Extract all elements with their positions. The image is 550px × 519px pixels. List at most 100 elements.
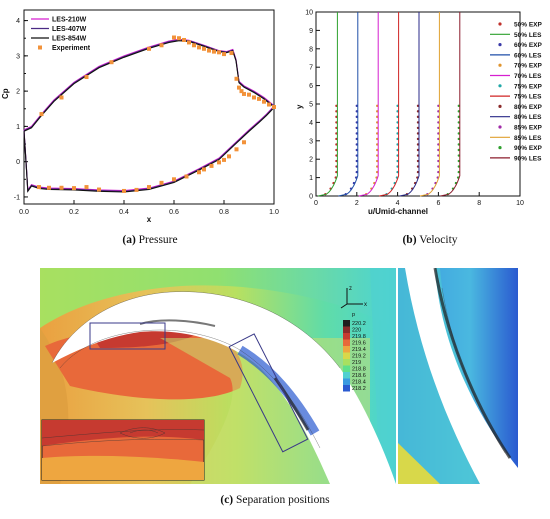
velocity-legend-label: 85% LES: [514, 135, 542, 142]
caption-b-label: (b): [402, 234, 417, 246]
pressure-y-tick-label: 3: [16, 53, 20, 60]
velocity-y-tick-label: 3: [309, 138, 313, 145]
pressure-legend-swatch: [343, 365, 350, 372]
velocity-les-profile: [379, 12, 400, 197]
velocity-x-tick-label: 6: [436, 200, 440, 207]
pressure-series-line-pressure: [23, 107, 275, 193]
separation-contour-image: z x p220.2220219.8219.6219.4219.2219218.…: [40, 267, 518, 484]
zoom-inset-leading: [41, 419, 205, 481]
velocity-legend-label: 50% LES: [514, 32, 542, 39]
velocity-chart-panel: 0 2 4 6 8 10 0 1 2 3 4 5 6 7 8 9 10 u/Umid-channel y 50% EX…: [290, 0, 550, 224]
separation-box-trailing: [228, 333, 309, 453]
velocity-les-profile: [419, 12, 440, 197]
pressure-legend-level: 219.6: [352, 341, 366, 347]
pressure-experiment-point: [59, 95, 64, 100]
velocity-les-profile: [338, 12, 359, 197]
velocity-legend-label: 60% EXP: [514, 42, 542, 49]
pressure-legend-swatch: [343, 326, 350, 333]
velocity-legend-label: 60% LES: [514, 52, 542, 59]
caption-b: (b) Velocity: [340, 234, 520, 246]
pressure-experiment-point: [207, 48, 211, 53]
velocity-x-tick-label: 4: [396, 200, 400, 207]
pressure-x-tick-label: 0.6: [169, 209, 179, 216]
caption-a: (a) Pressure: [60, 234, 240, 246]
pressure-experiment-point: [109, 60, 114, 65]
pressure-y-tick-label: 2: [16, 89, 20, 96]
pressure-experiment-point: [182, 37, 186, 42]
pressure-y-tick-label: -1: [14, 194, 20, 201]
velocity-y-tick-label: 4: [309, 120, 313, 127]
zoom-inset-trailing: [398, 267, 518, 484]
velocity-legend-swatch: [498, 84, 502, 88]
pressure-experiment-point: [37, 185, 41, 190]
caption-c-text: Separation positions: [236, 494, 330, 506]
pressure-legend-level: 218.2: [352, 386, 366, 392]
pressure-legend-level: 218.4: [352, 380, 366, 386]
pressure-experiment-point: [234, 147, 239, 152]
pressure-series-line-suction: [23, 40, 275, 132]
pressure-experiment-point: [262, 99, 266, 104]
velocity-les-profile: [317, 12, 338, 197]
pressure-experiment-point: [229, 51, 234, 56]
pressure-legend-level: 220.2: [352, 321, 366, 327]
caption-b-text: Velocity: [419, 234, 458, 246]
velocity-y-tick-label: 1: [309, 175, 313, 182]
pressure-experiment-point: [272, 105, 276, 109]
pressure-experiment-point: [217, 160, 221, 165]
pressure-experiment-point: [147, 185, 151, 190]
pressure-experiment-point: [242, 91, 246, 96]
pressure-chart: 0.0 0.2 0.4 0.6 0.8 1.0 -1 0 1 2 3 4 x Cp LES-210W LES-…: [1, 9, 279, 224]
velocity-y-tick-label: 7: [309, 65, 313, 72]
pressure-experiment-point: [159, 43, 164, 48]
pressure-experiment-point: [172, 35, 176, 40]
pressure-legend-level: 219.2: [352, 354, 366, 360]
pressure-experiment-point: [257, 96, 261, 101]
pressure-legend-swatch: [343, 378, 350, 385]
pressure-experiment-point: [84, 185, 89, 190]
velocity-y-tick-label: 8: [309, 46, 313, 53]
pressure-x-axis-label: x: [147, 215, 152, 224]
velocity-legend-label: 75% LES: [514, 94, 542, 101]
pressure-x-tick-label: 0.4: [119, 209, 129, 216]
velocity-les-profile: [358, 12, 379, 197]
pressure-experiment-point: [242, 140, 246, 145]
velocity-legend-label: 85% EXP: [514, 125, 542, 132]
velocity-legend-label: 90% EXP: [514, 145, 542, 152]
pressure-legend-label: LES-854W: [52, 36, 87, 43]
pressure-y-tick-label: 0: [16, 159, 20, 166]
caption-a-label: (a): [122, 234, 136, 246]
velocity-y-tick-label: 2: [309, 157, 313, 164]
blade-passage: [52, 291, 396, 484]
velocity-legend-swatch: [498, 22, 502, 26]
pressure-experiment-point: [147, 46, 151, 51]
velocity-legend-label: 75% EXP: [514, 83, 542, 90]
pressure-legend-level: 218.8: [352, 367, 366, 373]
pressure-series-line-suction: [23, 39, 275, 132]
pressure-experiment-point: [192, 43, 196, 48]
pressure-legend-swatch: [343, 385, 350, 392]
pressure-legend-swatch: [343, 333, 350, 340]
velocity-legend-swatch: [498, 125, 502, 129]
pressure-legend-level: 219.8: [352, 334, 366, 340]
axis-triad-z: z: [349, 286, 352, 292]
velocity-legend-label: 90% LES: [514, 155, 542, 162]
separation-box-leading: [89, 322, 166, 350]
velocity-y-tick-label: 0: [309, 194, 313, 201]
pressure-legend-swatch: [343, 359, 350, 366]
pressure-x-tick-label: 0.2: [69, 209, 79, 216]
pressure-legend-level: 219.4: [352, 347, 366, 353]
pressure-x-tick-label: 0.8: [219, 209, 229, 216]
pressure-experiment-point: [227, 154, 231, 159]
velocity-legend-label: 80% LES: [514, 114, 542, 121]
pressure-legend-swatch: [343, 346, 350, 353]
velocity-x-axis-label: u/Umid-channel: [368, 207, 428, 216]
pressure-experiment-point: [197, 170, 201, 175]
pressure-experiment-point: [202, 46, 206, 51]
velocity-x-tick-label: 0: [314, 200, 318, 207]
pressure-experiment-point: [172, 177, 176, 182]
pressure-experiment-point: [267, 102, 271, 107]
pressure-experiment-point: [197, 45, 201, 50]
pressure-x-tick-label: 1.0: [269, 209, 279, 216]
pressure-experiment-point: [184, 174, 189, 179]
velocity-plot-frame: [315, 11, 521, 197]
